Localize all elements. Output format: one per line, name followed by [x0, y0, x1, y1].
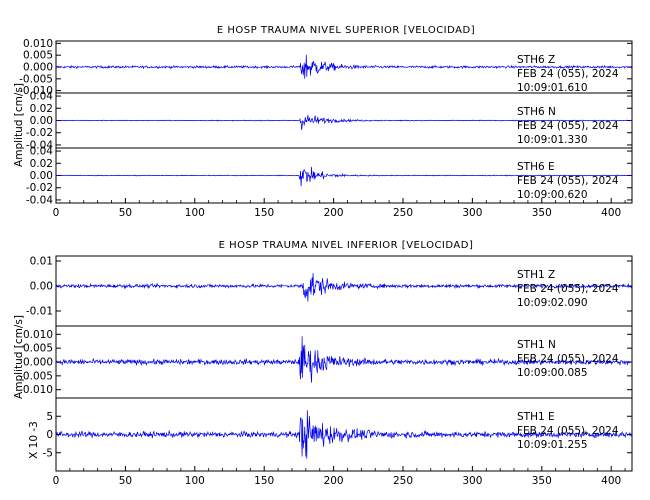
y-tick-label: -0.04 — [26, 194, 53, 206]
y-tick-label: -0.005 — [19, 73, 53, 85]
lower-y-axis-label: Amplitud [cm/s] — [13, 315, 25, 399]
y-tick-label: 0.00 — [30, 281, 53, 293]
y-tick-label: 0.04 — [30, 146, 54, 158]
x-tick-label: 300 — [462, 207, 482, 219]
x-tick-label: 250 — [393, 475, 413, 487]
waveform-trace — [56, 114, 633, 130]
y-tick-label: 0.005 — [23, 343, 53, 355]
waveform-trace — [55, 410, 633, 459]
panel-annotation-line: FEB 24 (055), 2024 — [517, 68, 619, 80]
y-tick-label: 0.010 — [23, 329, 53, 341]
y-tick-label: 0.000 — [23, 62, 53, 74]
x-tick-label: 200 — [324, 207, 344, 219]
x-tick-label: 350 — [532, 207, 552, 219]
panel-annotation-line: 10:09:01.610 — [517, 82, 588, 94]
panel-annotation-line: STH1 E — [517, 411, 555, 423]
panel-annotation-line: STH1 Z — [517, 269, 555, 281]
y-tick-label: 0.02 — [30, 158, 53, 170]
y-tick-label: 5 — [46, 411, 53, 423]
waveform-trace — [55, 166, 632, 187]
waveform-trace — [55, 336, 633, 383]
y-tick-label: 0.00 — [30, 115, 53, 127]
y-tick-label: 0.005 — [23, 50, 53, 62]
x-tick-label: 50 — [119, 475, 132, 487]
y-tick-label: 0.000 — [23, 357, 53, 369]
y-tick-label: -0.010 — [19, 384, 53, 396]
y-tick-label: -0.02 — [26, 127, 53, 139]
panel-sth6-n: 0.040.020.00-0.02-0.04 STH6 N FEB 24 (055)… — [26, 91, 633, 151]
y-tick-label: 0.010 — [23, 38, 53, 50]
panel-annotation-line: STH6 Z — [517, 54, 555, 66]
x-tick-label: 150 — [254, 475, 274, 487]
panel-sth1-n: 0.010 0.005 0.000-0.005 -0.010 STH1 N FEB 24 … — [19, 325, 633, 399]
upper-title: E HOSP TRAUMA NIVEL SUPERIOR [VELOCIDAD] — [217, 25, 475, 36]
x-tick-label: 0 — [53, 207, 60, 219]
panel-sth6-e: 0.040.020.00-0.02-0.04 STH6 E FEB 24 (055)… — [26, 146, 633, 206]
upper-figure: E HOSP TRAUMA NIVEL SUPERIOR [VELOCIDAD]… — [13, 25, 633, 219]
panel-annotation-line: 10:09:01.255 — [517, 439, 588, 451]
y-tick-label: 0.01 — [30, 256, 53, 268]
panel-annotation-line: 10:09:00.085 — [517, 367, 588, 379]
panel-annotation-line: 10:09:01.330 — [517, 134, 588, 146]
x-tick-label: 100 — [185, 207, 205, 219]
lower-panels: 0.01 0.00 -0.01 STH1 Z FEB 24 (055), 2024 10:… — [19, 255, 633, 472]
y-tick-label: 0.04 — [30, 91, 54, 103]
upper-x-axis: 0 50 100 150 200 250 300 350 400 — [53, 198, 626, 219]
panel-annotation-line: 10:09:02.090 — [517, 297, 588, 309]
panel-annotation-line: FEB 24 (055), 2024 — [517, 120, 619, 132]
x-tick-label: 250 — [393, 207, 413, 219]
waveform-trace — [55, 54, 633, 79]
panel-annotation-line: STH6 E — [517, 161, 555, 173]
lower-title: E HOSP TRAUMA NIVEL INFERIOR [VELOCIDAD] — [219, 240, 474, 251]
y-tick-label: 0.02 — [30, 103, 53, 115]
x-tick-label: 100 — [185, 475, 205, 487]
panel-annotation-line: STH6 N — [517, 106, 556, 118]
y-tick-label: -5 — [43, 447, 53, 459]
y-tick-label: -0.04 — [26, 139, 53, 151]
panel-annotation-line: STH1 N — [517, 339, 556, 351]
y-tick-label: 0.00 — [30, 170, 53, 182]
panel-sth1-z: 0.01 0.00 -0.01 STH1 Z FEB 24 (055), 2024 10:… — [26, 255, 633, 327]
x-tick-label: 150 — [254, 207, 274, 219]
y-tick-label: -0.01 — [26, 306, 53, 318]
panel-sth1-e: 5 0 -5 STH1 E FEB 24 (055), 2024 10:09:01.255 — [43, 397, 633, 472]
x-tick-label: 200 — [324, 475, 344, 487]
panel-annotation-line: FEB 24 (055), 2024 — [517, 425, 619, 437]
x-tick-label: 400 — [601, 207, 621, 219]
y-tick-label: -0.005 — [19, 370, 53, 382]
lower-figure: E HOSP TRAUMA NIVEL INFERIOR [VELOCIDAD]… — [13, 240, 633, 487]
y-tick-label: -0.02 — [26, 182, 53, 194]
x-tick-label: 350 — [532, 475, 552, 487]
panel-annotation-line: FEB 24 (055), 2024 — [517, 175, 619, 187]
lower-unit-label: X 10 -3 — [28, 421, 40, 459]
y-tick-label: 0 — [46, 429, 53, 441]
panel-annotation-line: 10:09:00.620 — [517, 189, 588, 201]
waveform-trace — [55, 272, 633, 302]
x-tick-label: 50 — [119, 207, 132, 219]
panel-annotation-line: FEB 24 (055), 2024 — [517, 353, 619, 365]
upper-y-axis-label: Amplitud [cm/s] — [13, 83, 25, 167]
x-tick-label: 300 — [462, 475, 482, 487]
x-tick-label: 400 — [601, 475, 621, 487]
panel-annotation-line: FEB 24 (055), 2024 — [517, 283, 619, 295]
lower-x-axis: 0 50 100 150 200 250 300 350 400 — [53, 466, 626, 487]
y-tick-label: -0.010 — [19, 85, 53, 97]
x-tick-label: 0 — [53, 475, 60, 487]
